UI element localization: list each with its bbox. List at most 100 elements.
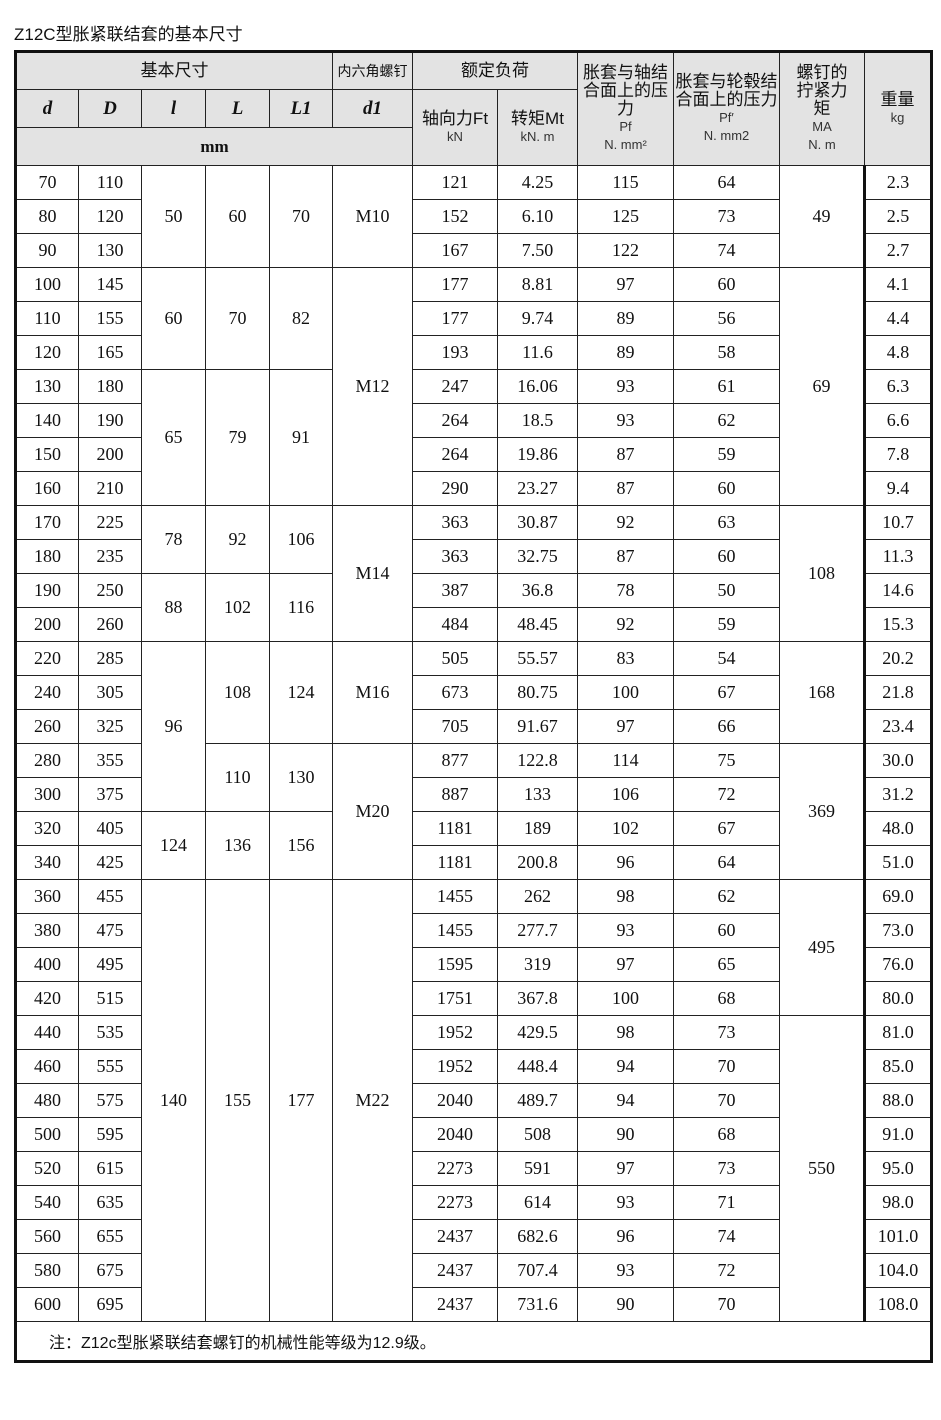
cell-torque: 614 bbox=[497, 1185, 578, 1220]
table-row: 280 355 110 130 M20 877 122.8 114 75 369 30.0 bbox=[15, 743, 932, 880]
cell-D: 200 bbox=[78, 437, 142, 472]
cell-weight: 104.0 bbox=[863, 1253, 932, 1288]
cell-shaft-pressure: 87 bbox=[577, 471, 674, 506]
cell-torque: 18.5 bbox=[497, 403, 578, 438]
cell-ma: 108 bbox=[779, 505, 865, 642]
cell-shaft-pressure: 92 bbox=[577, 607, 674, 642]
cell-torque: 367.8 bbox=[497, 981, 578, 1016]
cell-hub-pressure: 71 bbox=[673, 1185, 780, 1220]
header-hub-pressure: 胀套与轮毂结合面上的压力 Pf′ N. mm2 bbox=[673, 51, 780, 166]
cell-shaft-pressure: 78 bbox=[577, 573, 674, 608]
cell-torque: 731.6 bbox=[497, 1287, 578, 1322]
cell-d: 580 bbox=[15, 1253, 79, 1288]
cell-l1: 82 bbox=[269, 267, 333, 370]
dimension-table: 基本尺寸 内六角螺钉 额定负荷 胀套与轴结合面上的压力 Pf N. mm² 胀套与轮… bbox=[14, 50, 933, 1363]
cell-shaft-pressure: 96 bbox=[577, 1219, 674, 1254]
table-row: 320 405 124 136 156 1181 189 102 67 48.0 bbox=[15, 811, 932, 880]
cell-axial-force: 1595 bbox=[412, 947, 498, 982]
cell-hub-pressure: 73 bbox=[673, 1015, 780, 1050]
cell-D: 695 bbox=[78, 1287, 142, 1322]
cell-d: 520 bbox=[15, 1151, 79, 1186]
cell-weight: 98.0 bbox=[863, 1185, 932, 1220]
cell-hub-pressure: 73 bbox=[673, 1151, 780, 1186]
cell-torque: 319 bbox=[497, 947, 578, 982]
cell-d: 170 bbox=[15, 505, 79, 540]
cell-weight: 6.6 bbox=[863, 403, 932, 438]
cell-axial-force: 2437 bbox=[412, 1253, 498, 1288]
table-row: 360 455 140 155 177 M22 1455 262 98 62 495 69.0 bbox=[15, 879, 932, 1322]
cell-shaft-pressure: 83 bbox=[577, 641, 674, 676]
cell-l1: 70 bbox=[269, 165, 333, 268]
cell-d: 440 bbox=[15, 1015, 79, 1050]
cell-D: 190 bbox=[78, 403, 142, 438]
cell-hub-pressure: 65 bbox=[673, 947, 780, 982]
cell-D: 305 bbox=[78, 675, 142, 710]
cell-shaft-pressure: 97 bbox=[577, 947, 674, 982]
cell-torque: 489.7 bbox=[497, 1083, 578, 1118]
cell-weight: 81.0 bbox=[863, 1015, 932, 1050]
cell-ma: 369 bbox=[779, 743, 865, 880]
cell-torque: 23.27 bbox=[497, 471, 578, 506]
cell-shaft-pressure: 94 bbox=[577, 1049, 674, 1084]
cell-hub-pressure: 72 bbox=[673, 777, 780, 812]
cell-torque: 7.50 bbox=[497, 233, 578, 268]
cell-hub-pressure: 70 bbox=[673, 1049, 780, 1084]
cell-hub-pressure: 58 bbox=[673, 335, 780, 370]
cell-axial-force: 363 bbox=[412, 505, 498, 540]
cell-torque: 91.67 bbox=[497, 709, 578, 744]
cell-shaft-pressure: 87 bbox=[577, 539, 674, 574]
cell-shaft-pressure: 96 bbox=[577, 845, 674, 880]
cell-weight: 85.0 bbox=[863, 1049, 932, 1084]
cell-weight: 88.0 bbox=[863, 1083, 932, 1118]
cell-hub-pressure: 60 bbox=[673, 539, 780, 574]
cell-l: 78 bbox=[141, 505, 206, 574]
cell-axial-force: 264 bbox=[412, 437, 498, 472]
cell-shaft-pressure: 100 bbox=[577, 675, 674, 710]
cell-shaft-pressure: 87 bbox=[577, 437, 674, 472]
table-row: 70 110 50 60 70 M10 121 4.25 115 64 49 2.3 bbox=[15, 165, 932, 268]
cell-hub-pressure: 56 bbox=[673, 301, 780, 336]
cell-d: 200 bbox=[15, 607, 79, 642]
cell-d: 260 bbox=[15, 709, 79, 744]
table-row: 500 595 2040 508 90 68 91.0 bbox=[15, 1117, 932, 1152]
cell-d: 400 bbox=[15, 947, 79, 982]
cell-axial-force: 505 bbox=[412, 641, 498, 676]
cell-shaft-pressure: 90 bbox=[577, 1117, 674, 1152]
header-torque: 转矩Mt kN. m bbox=[497, 89, 578, 166]
cell-d1: M10 bbox=[332, 165, 413, 268]
cell-l1: 156 bbox=[269, 811, 333, 880]
cell-d: 120 bbox=[15, 335, 79, 370]
cell-shaft-pressure: 97 bbox=[577, 1151, 674, 1186]
cell-axial-force: 247 bbox=[412, 369, 498, 404]
cell-axial-force: 152 bbox=[412, 199, 498, 234]
cell-d: 240 bbox=[15, 675, 79, 710]
cell-hub-pressure: 59 bbox=[673, 437, 780, 472]
cell-l: 60 bbox=[141, 267, 206, 370]
cell-D: 555 bbox=[78, 1049, 142, 1084]
cell-axial-force: 177 bbox=[412, 267, 498, 302]
header-L1: L1 bbox=[269, 89, 333, 128]
cell-torque: 6.10 bbox=[497, 199, 578, 234]
cell-weight: 31.2 bbox=[863, 777, 932, 812]
cell-hub-pressure: 62 bbox=[673, 879, 780, 914]
cell-D: 455 bbox=[78, 879, 142, 914]
cell-weight: 21.8 bbox=[863, 675, 932, 710]
cell-D: 250 bbox=[78, 573, 142, 608]
cell-hub-pressure: 63 bbox=[673, 505, 780, 540]
cell-l1: 91 bbox=[269, 369, 333, 506]
cell-D: 260 bbox=[78, 607, 142, 642]
cell-d: 100 bbox=[15, 267, 79, 302]
cell-shaft-pressure: 115 bbox=[577, 165, 674, 200]
cell-torque: 11.6 bbox=[497, 335, 578, 370]
cell-torque: 429.5 bbox=[497, 1015, 578, 1050]
cell-weight: 76.0 bbox=[863, 947, 932, 982]
cell-axial-force: 121 bbox=[412, 165, 498, 200]
table-row: 220 285 96 108 124 M16 505 55.57 83 54 168 20.2 bbox=[15, 641, 932, 812]
cell-hub-pressure: 61 bbox=[673, 369, 780, 404]
cell-weight: 23.4 bbox=[863, 709, 932, 744]
cell-torque: 30.87 bbox=[497, 505, 578, 540]
cell-l1: 106 bbox=[269, 505, 333, 574]
cell-axial-force: 673 bbox=[412, 675, 498, 710]
cell-hub-pressure: 70 bbox=[673, 1083, 780, 1118]
cell-shaft-pressure: 122 bbox=[577, 233, 674, 268]
